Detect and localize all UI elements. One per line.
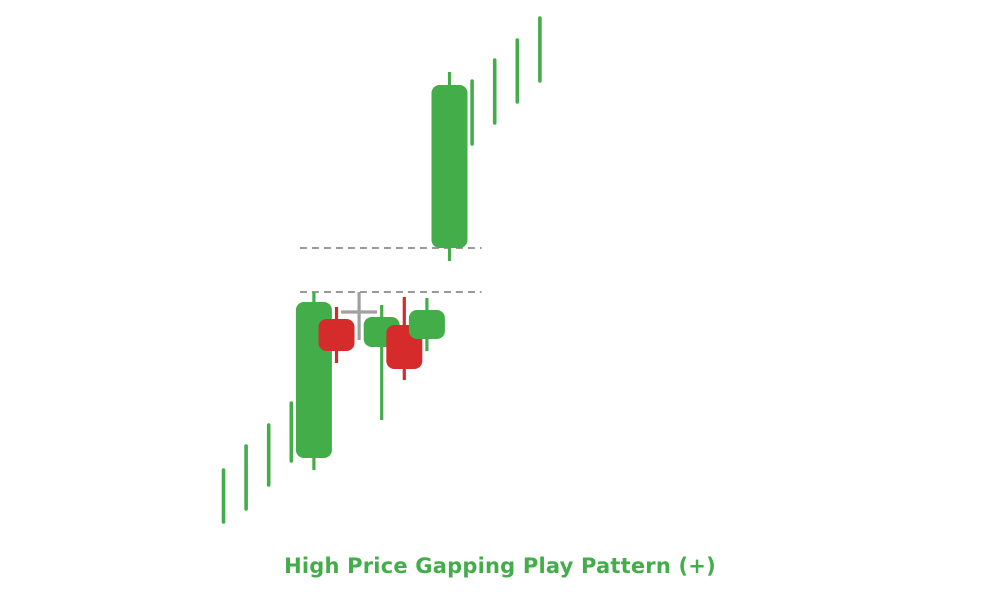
- candle-body-11: [431, 85, 468, 248]
- candle-body-10: [408, 310, 445, 339]
- candle-body-6: [318, 319, 355, 351]
- chart-title: High Price Gapping Play Pattern (+): [284, 554, 716, 578]
